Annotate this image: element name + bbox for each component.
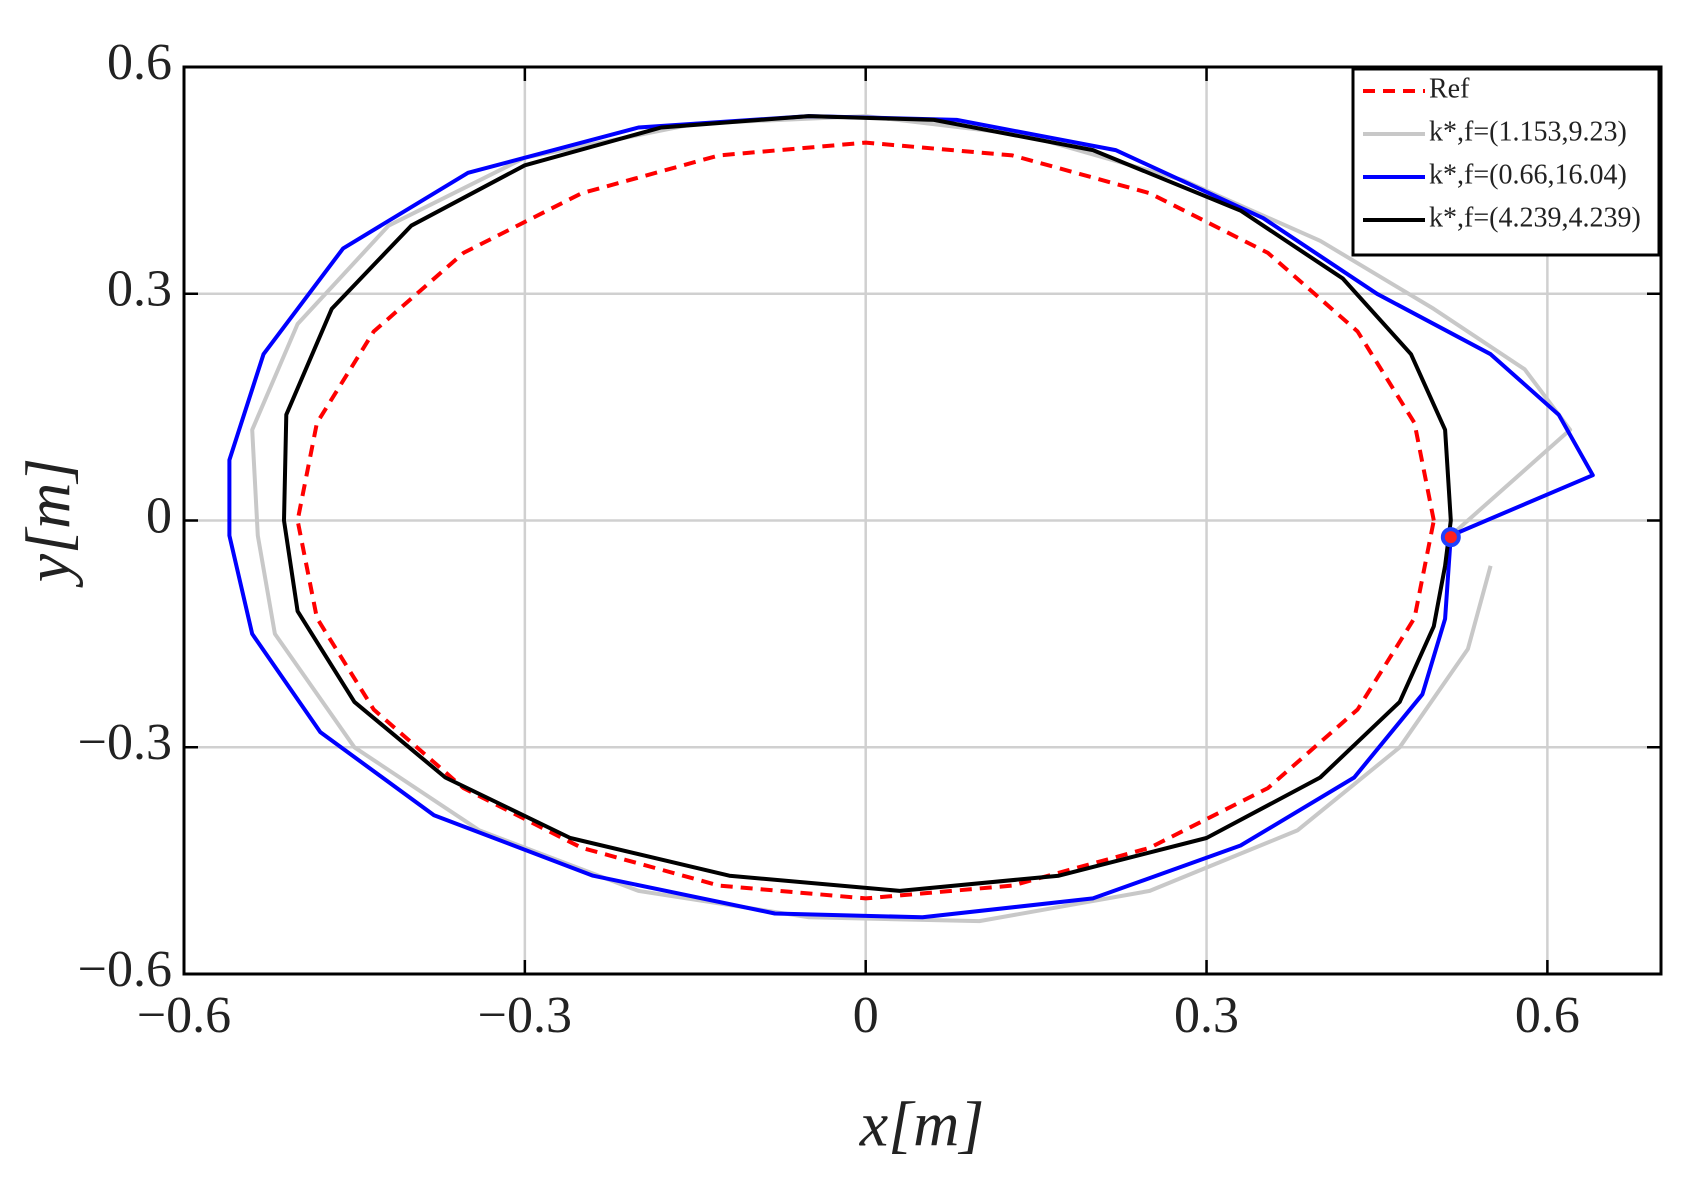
y-tick-label: −0.3 xyxy=(78,714,172,771)
y-axis-label: y[m] xyxy=(13,458,84,588)
plot-frame xyxy=(182,65,1663,976)
series-line xyxy=(227,114,1595,920)
y-tick-label: −0.6 xyxy=(78,941,172,998)
start-point xyxy=(1440,527,1461,548)
legend-label: k*,f=(4.239,4.239) xyxy=(1429,202,1641,233)
legend-box xyxy=(1351,67,1661,257)
x-tick-label: −0.3 xyxy=(478,987,572,1044)
x-tick-label: −0.6 xyxy=(137,987,231,1044)
y-tick-label: 0.6 xyxy=(107,34,172,91)
y-tick-label: 0 xyxy=(146,487,172,544)
x-tick-label: 0.6 xyxy=(1515,987,1580,1044)
legend-label: Ref xyxy=(1429,73,1470,104)
series-line xyxy=(250,114,1573,924)
x-tick-label: 0.3 xyxy=(1174,987,1239,1044)
legend-label: k*,f=(1.153,9.23) xyxy=(1429,116,1627,147)
series-line xyxy=(282,114,1453,893)
y-tick-label: 0.3 xyxy=(107,261,172,318)
x-axis-label: x[m] xyxy=(859,1089,984,1160)
legend-label: k*,f=(0.66,16.04) xyxy=(1429,159,1627,190)
x-tick-label: 0 xyxy=(853,987,879,1044)
